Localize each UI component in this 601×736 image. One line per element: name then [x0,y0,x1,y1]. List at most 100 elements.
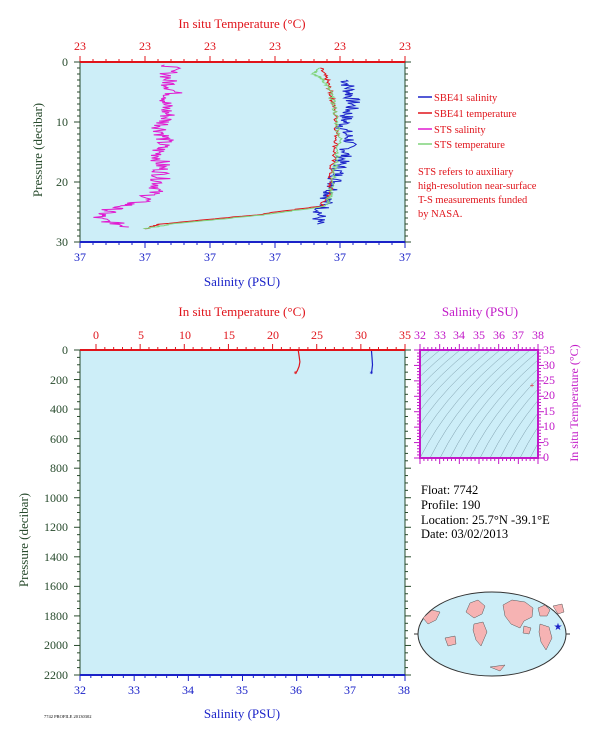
legend-label: SBE41 temperature [434,109,517,120]
ts-top-tick-labels: 32 33 34 35 36 37 38 [414,328,544,342]
ts-right-tick-label: 35 [543,343,555,357]
ts-right-tick-labels: 35 30 25 20 15 10 5 0 [543,343,555,464]
ts-top-tick-label: 38 [532,328,544,342]
top-tick-label: 23 [399,39,411,53]
ts-right-tick-label: 10 [543,419,555,433]
left-tick-label: 200 [50,373,68,387]
footer-text: 7742 PROFILE 20130302 [44,714,92,719]
legend-label: STS temperature [434,140,505,151]
top-chart-ticks [74,56,411,248]
float-id: Float: 7742 [421,483,478,497]
profile-number: Profile: 190 [421,498,480,512]
bottom-bottom-tick-labels: 32 33 34 35 36 37 38 [74,683,410,697]
top-chart-title: In situ Temperature (°C) [178,16,305,31]
ts-ylabel: In situ Temperature (°C) [567,344,581,461]
float-location-marker: ★ [554,622,563,633]
salinity-end-marker: * [369,370,373,379]
bottom-chart: * * In situ Temperature (°C) 0 5 10 15 20… [16,304,411,721]
left-tick-label: 600 [50,432,68,446]
density-contour [449,351,538,458]
top-tick-label: 23 [139,39,151,53]
map-land [422,599,565,672]
ts-right-tick-label: 5 [543,435,549,449]
density-contour [479,378,538,458]
density-contour [519,426,538,458]
bottom-chart-title: In situ Temperature (°C) [178,304,305,319]
left-tick-label: 30 [56,235,68,249]
bottom-tick-label: 32 [74,683,86,697]
bottom-tick-label: 33 [128,683,140,697]
location: Location: 25.7°N -39.1°E [421,513,550,527]
top-tick-label: 23 [74,39,86,53]
density-contour [429,350,521,458]
left-tick-label: 1800 [44,609,68,623]
top-tick-label: 25 [311,328,323,342]
ts-top-tick-label: 37 [512,328,524,342]
bottom-tick-label: 37 [399,250,411,264]
bottom-tick-label: 35 [236,683,248,697]
series-line-sbe41-salinity [312,79,361,225]
bottom-left-tick-labels: 0 200 400 600 800 1000 1200 1400 1600 18… [44,343,68,682]
bottom-chart-xlabel: Salinity (PSU) [204,706,280,721]
density-contour [420,350,471,399]
note-line: T-S measurements funded [418,195,528,206]
density-contour [420,350,511,458]
ts-right-tick-label: 15 [543,404,555,418]
density-contour [420,350,481,411]
ts-right-tick-label: 0 [543,450,549,464]
density-contour [420,350,491,425]
ts-title: Salinity (PSU) [442,304,518,319]
bottom-tick-label: 37 [139,250,151,264]
legend: SBE41 salinity SBE41 temperature STS sal… [418,93,517,151]
density-contour [439,350,531,458]
left-tick-label: 0 [62,55,68,69]
float-info: Float: 7742 Profile: 190 Location: 25.7°… [421,483,550,541]
bottom-plot-area [80,350,405,675]
top-tick-label: 30 [355,328,367,342]
density-contour [509,412,538,458]
bottom-tick-label: 37 [74,250,86,264]
left-tick-label: 1600 [44,579,68,593]
ts-top-tick-label: 34 [453,328,465,342]
bottom-tick-label: 37 [344,683,356,697]
left-tick-label: 2200 [44,668,68,682]
density-contour [420,350,501,441]
note-line: high-resolution near-surface [418,181,537,192]
top-tick-label: 0 [93,328,99,342]
ts-point: + [530,381,535,390]
top-tick-label: 23 [334,39,346,53]
series-line-sts-salinity [93,64,183,228]
note-line: STS refers to auxiliary [418,167,514,178]
ts-density-contours [420,350,538,458]
left-tick-label: 800 [50,461,68,475]
bottom-tick-label: 36 [290,683,302,697]
bottom-tick-label: 37 [204,250,216,264]
left-tick-label: 2000 [44,638,68,652]
bottom-tick-label: 37 [334,250,346,264]
ts-top-tick-label: 33 [434,328,446,342]
top-tick-label: 5 [138,328,144,342]
top-tick-label: 10 [179,328,191,342]
density-contour [489,388,538,458]
left-tick-label: 10 [56,115,68,129]
left-tick-label: 0 [62,343,68,357]
top-tick-label: 23 [269,39,281,53]
top-tick-label: 23 [204,39,216,53]
bottom-top-tick-labels: 0 5 10 15 20 25 30 35 [93,328,411,342]
bottom-chart-ylabel: Pressure (decibar) [16,493,31,587]
top-chart: In situ Temperature (°C) 23 23 23 23 23 … [30,16,537,289]
temperature-profile-line [294,349,301,374]
density-contour [420,350,451,377]
left-tick-label: 1400 [44,550,68,564]
series-line-sts-temperature [142,67,343,230]
left-tick-label: 1200 [44,520,68,534]
legend-label: STS salinity [434,125,486,136]
left-tick-label: 400 [50,402,68,416]
legend-label: SBE41 salinity [434,93,498,104]
bottom-tick-label: 34 [182,683,194,697]
ts-top-tick-label: 32 [414,328,426,342]
bottom-tick-label: 38 [398,683,410,697]
top-tick-label: 35 [399,328,411,342]
top-chart-ylabel: Pressure (decibar) [30,103,45,197]
top-tick-label: 15 [223,328,235,342]
